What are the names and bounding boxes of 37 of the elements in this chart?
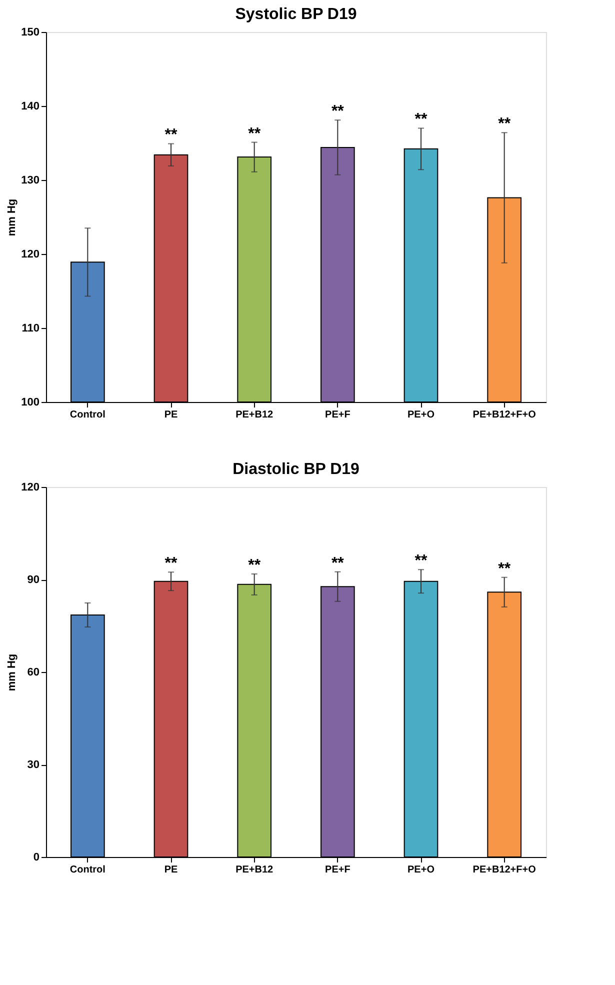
annotation: **: [164, 126, 178, 144]
annotation: **: [498, 116, 512, 133]
chart-title: Diastolic BP D19: [232, 461, 360, 478]
annotation: **: [164, 555, 178, 572]
x-tick-label: PE: [164, 410, 178, 420]
y-axis-title: mm Hg: [6, 654, 18, 692]
chart-title: Systolic BP D19: [235, 6, 357, 23]
annotation: **: [498, 560, 512, 578]
x-tick-label: PE+B12+F+O: [472, 410, 536, 420]
annotation: **: [331, 103, 345, 120]
x-tick-label: Control: [70, 864, 106, 876]
x-tick-label: PE+F: [325, 410, 350, 420]
y-tick-label: 140: [21, 100, 40, 112]
annotation: **: [248, 556, 262, 574]
y-tick-label: 90: [27, 574, 40, 586]
y-tick-label: 130: [21, 174, 40, 186]
y-tick-label: 0: [33, 852, 40, 864]
y-tick-label: 120: [21, 248, 40, 260]
annotation: **: [414, 552, 428, 570]
annotation: **: [331, 554, 345, 572]
x-tick-label: PE+O: [408, 410, 435, 420]
y-tick-label: 30: [27, 759, 40, 771]
x-tick-label: PE+B12+F+O: [472, 864, 536, 876]
y-tick-label: 150: [21, 26, 40, 38]
y-tick-label: 60: [27, 666, 40, 678]
x-tick-label: PE+B12: [236, 410, 274, 420]
y-tick-label: 110: [22, 322, 40, 334]
x-tick-label: PE+O: [408, 864, 435, 876]
annotation: **: [414, 111, 428, 128]
x-tick-label: PE+F: [325, 864, 350, 876]
x-tick-label: PE: [164, 864, 178, 876]
y-axis-title: mm Hg: [6, 198, 18, 236]
x-tick-label: PE+B12: [236, 864, 274, 876]
y-tick-label: 120: [21, 482, 40, 494]
x-tick-label: Control: [70, 410, 106, 420]
annotation: **: [248, 125, 262, 142]
y-tick-label: 100: [21, 396, 40, 408]
